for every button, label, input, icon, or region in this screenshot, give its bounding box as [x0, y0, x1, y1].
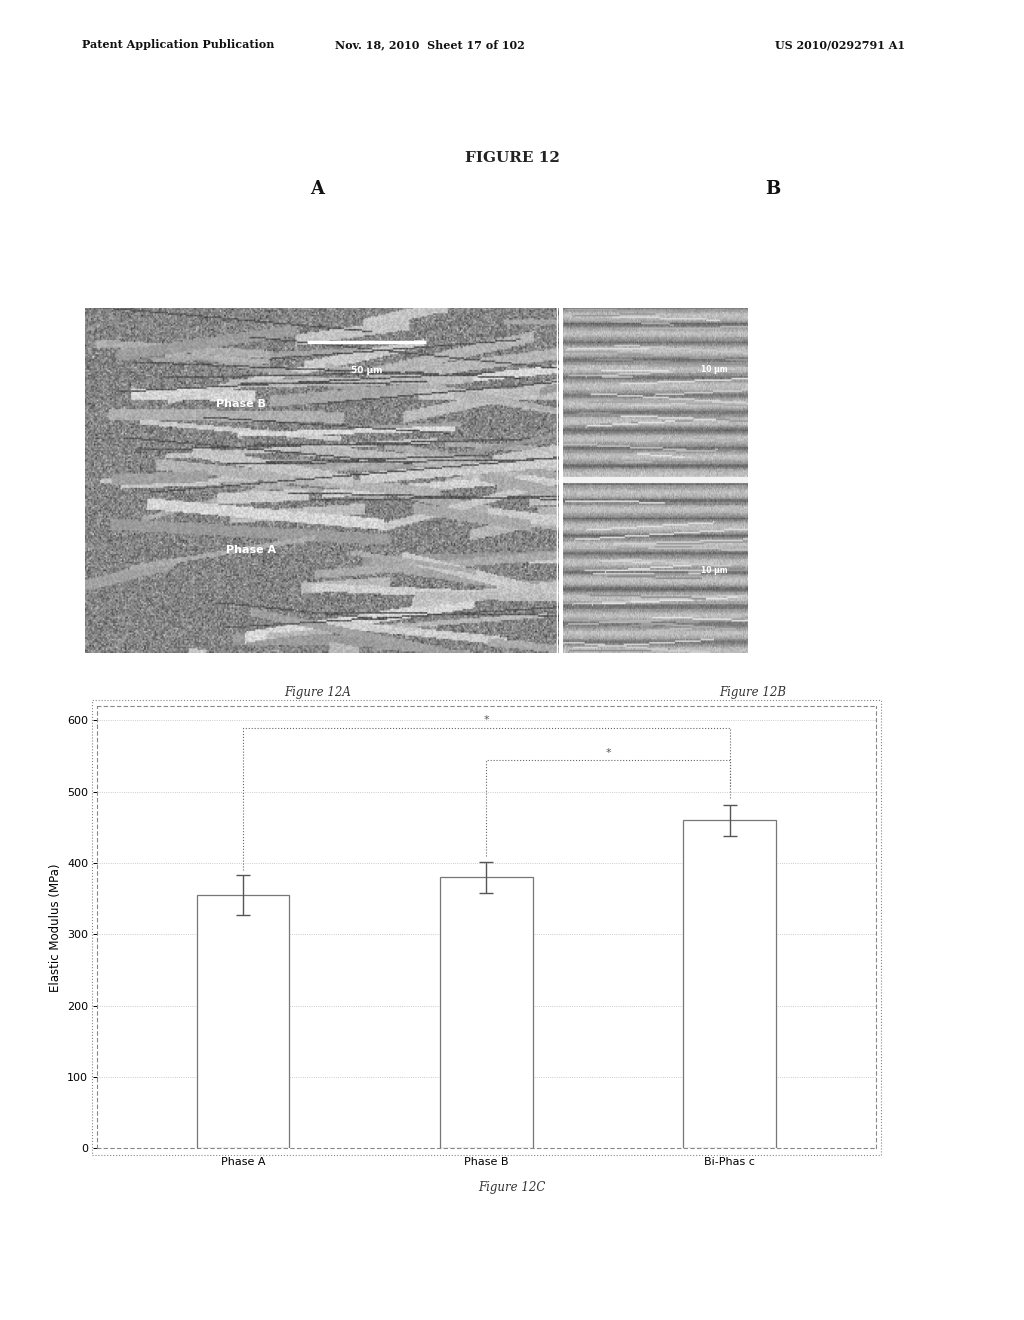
Text: Figure 12B: Figure 12B: [719, 686, 786, 700]
Text: Phase A: Phase A: [225, 545, 275, 554]
Text: Patent Application Publication: Patent Application Publication: [82, 40, 274, 50]
Text: *: *: [605, 747, 610, 758]
Text: Figure 12A: Figure 12A: [284, 686, 351, 700]
Text: *: *: [483, 715, 489, 726]
Bar: [683, 820, 776, 1148]
Bar: [197, 895, 290, 1148]
Text: Phase B: Phase B: [216, 400, 266, 409]
Text: Nov. 18, 2010  Sheet 17 of 102: Nov. 18, 2010 Sheet 17 of 102: [335, 40, 525, 50]
Text: Figure 12C: Figure 12C: [478, 1181, 546, 1195]
Text: 10 μm: 10 μm: [701, 566, 728, 576]
Text: 50 μm: 50 μm: [351, 367, 382, 375]
Text: FIGURE 12: FIGURE 12: [465, 152, 559, 165]
Bar: [440, 878, 532, 1148]
Text: A: A: [310, 180, 325, 198]
Text: US 2010/0292791 A1: US 2010/0292791 A1: [775, 40, 904, 50]
Text: B: B: [766, 180, 780, 198]
Y-axis label: Elastic Modulus (MPa): Elastic Modulus (MPa): [48, 863, 61, 991]
Text: 10 μm: 10 μm: [701, 366, 728, 375]
